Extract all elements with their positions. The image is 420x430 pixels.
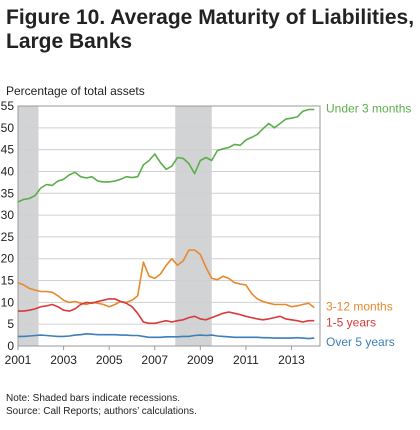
y-tick-label: 25 [1,230,15,244]
x-tick-label: 2011 [233,353,259,367]
chart-title-line-1: Figure 10. Average Maturity of Liabiliti… [6,6,415,29]
series-line-2 [17,249,315,309]
series-label-3: 1-5 years [326,316,376,330]
chart-title-line-2: Large Banks [6,30,133,53]
recession-bar-1 [18,106,39,346]
y-tick-label: 40 [1,164,15,178]
y-tick-label: 0 [7,339,14,353]
recession-bar-2 [175,106,212,346]
y-tick-label: 5 [7,317,14,331]
x-tick-label: 2009 [187,353,214,367]
note-text: Note: Shaded bars indicate recessions. [6,393,180,404]
series-line-1 [17,108,315,203]
series-label-1: Under 3 months [326,101,411,115]
y-tick-label: 45 [1,143,15,157]
series-label-2: 3-12 months [326,300,393,314]
y-tick-label: 20 [1,252,15,266]
series-line-3 [18,298,315,325]
line-chart: 0 5 10 15 20 25 30 35 40 45 50 55 2001 2003 2005 2007 20… [1,99,412,367]
x-tick-label: 2001 [5,353,32,367]
y-tick-label: 15 [1,274,15,288]
y-tick-label: 35 [1,186,15,200]
x-tick-label: 2005 [96,353,123,367]
plot-frame [17,105,321,347]
x-tick-label: 2007 [141,353,168,367]
y-tick-label: 50 [1,121,15,135]
series-line-4 [18,332,315,340]
x-tick-label: 2013 [278,353,305,367]
notes: Note: Shaded bars indicate recessions. S… [6,392,197,418]
y-tick-label: 30 [1,208,15,222]
source-text: Source: Call Reports; authors’ calculati… [6,406,197,417]
y-tick-label: 55 [1,99,15,113]
y-tick-label: 10 [1,295,15,309]
x-tick-label: 2003 [50,353,77,367]
series-label-4: Over 5 years [326,335,395,349]
y-axis-label: Percentage of total assets [6,84,145,98]
chart-title: Figure 10. Average Maturity of Liabiliti… [6,6,416,54]
